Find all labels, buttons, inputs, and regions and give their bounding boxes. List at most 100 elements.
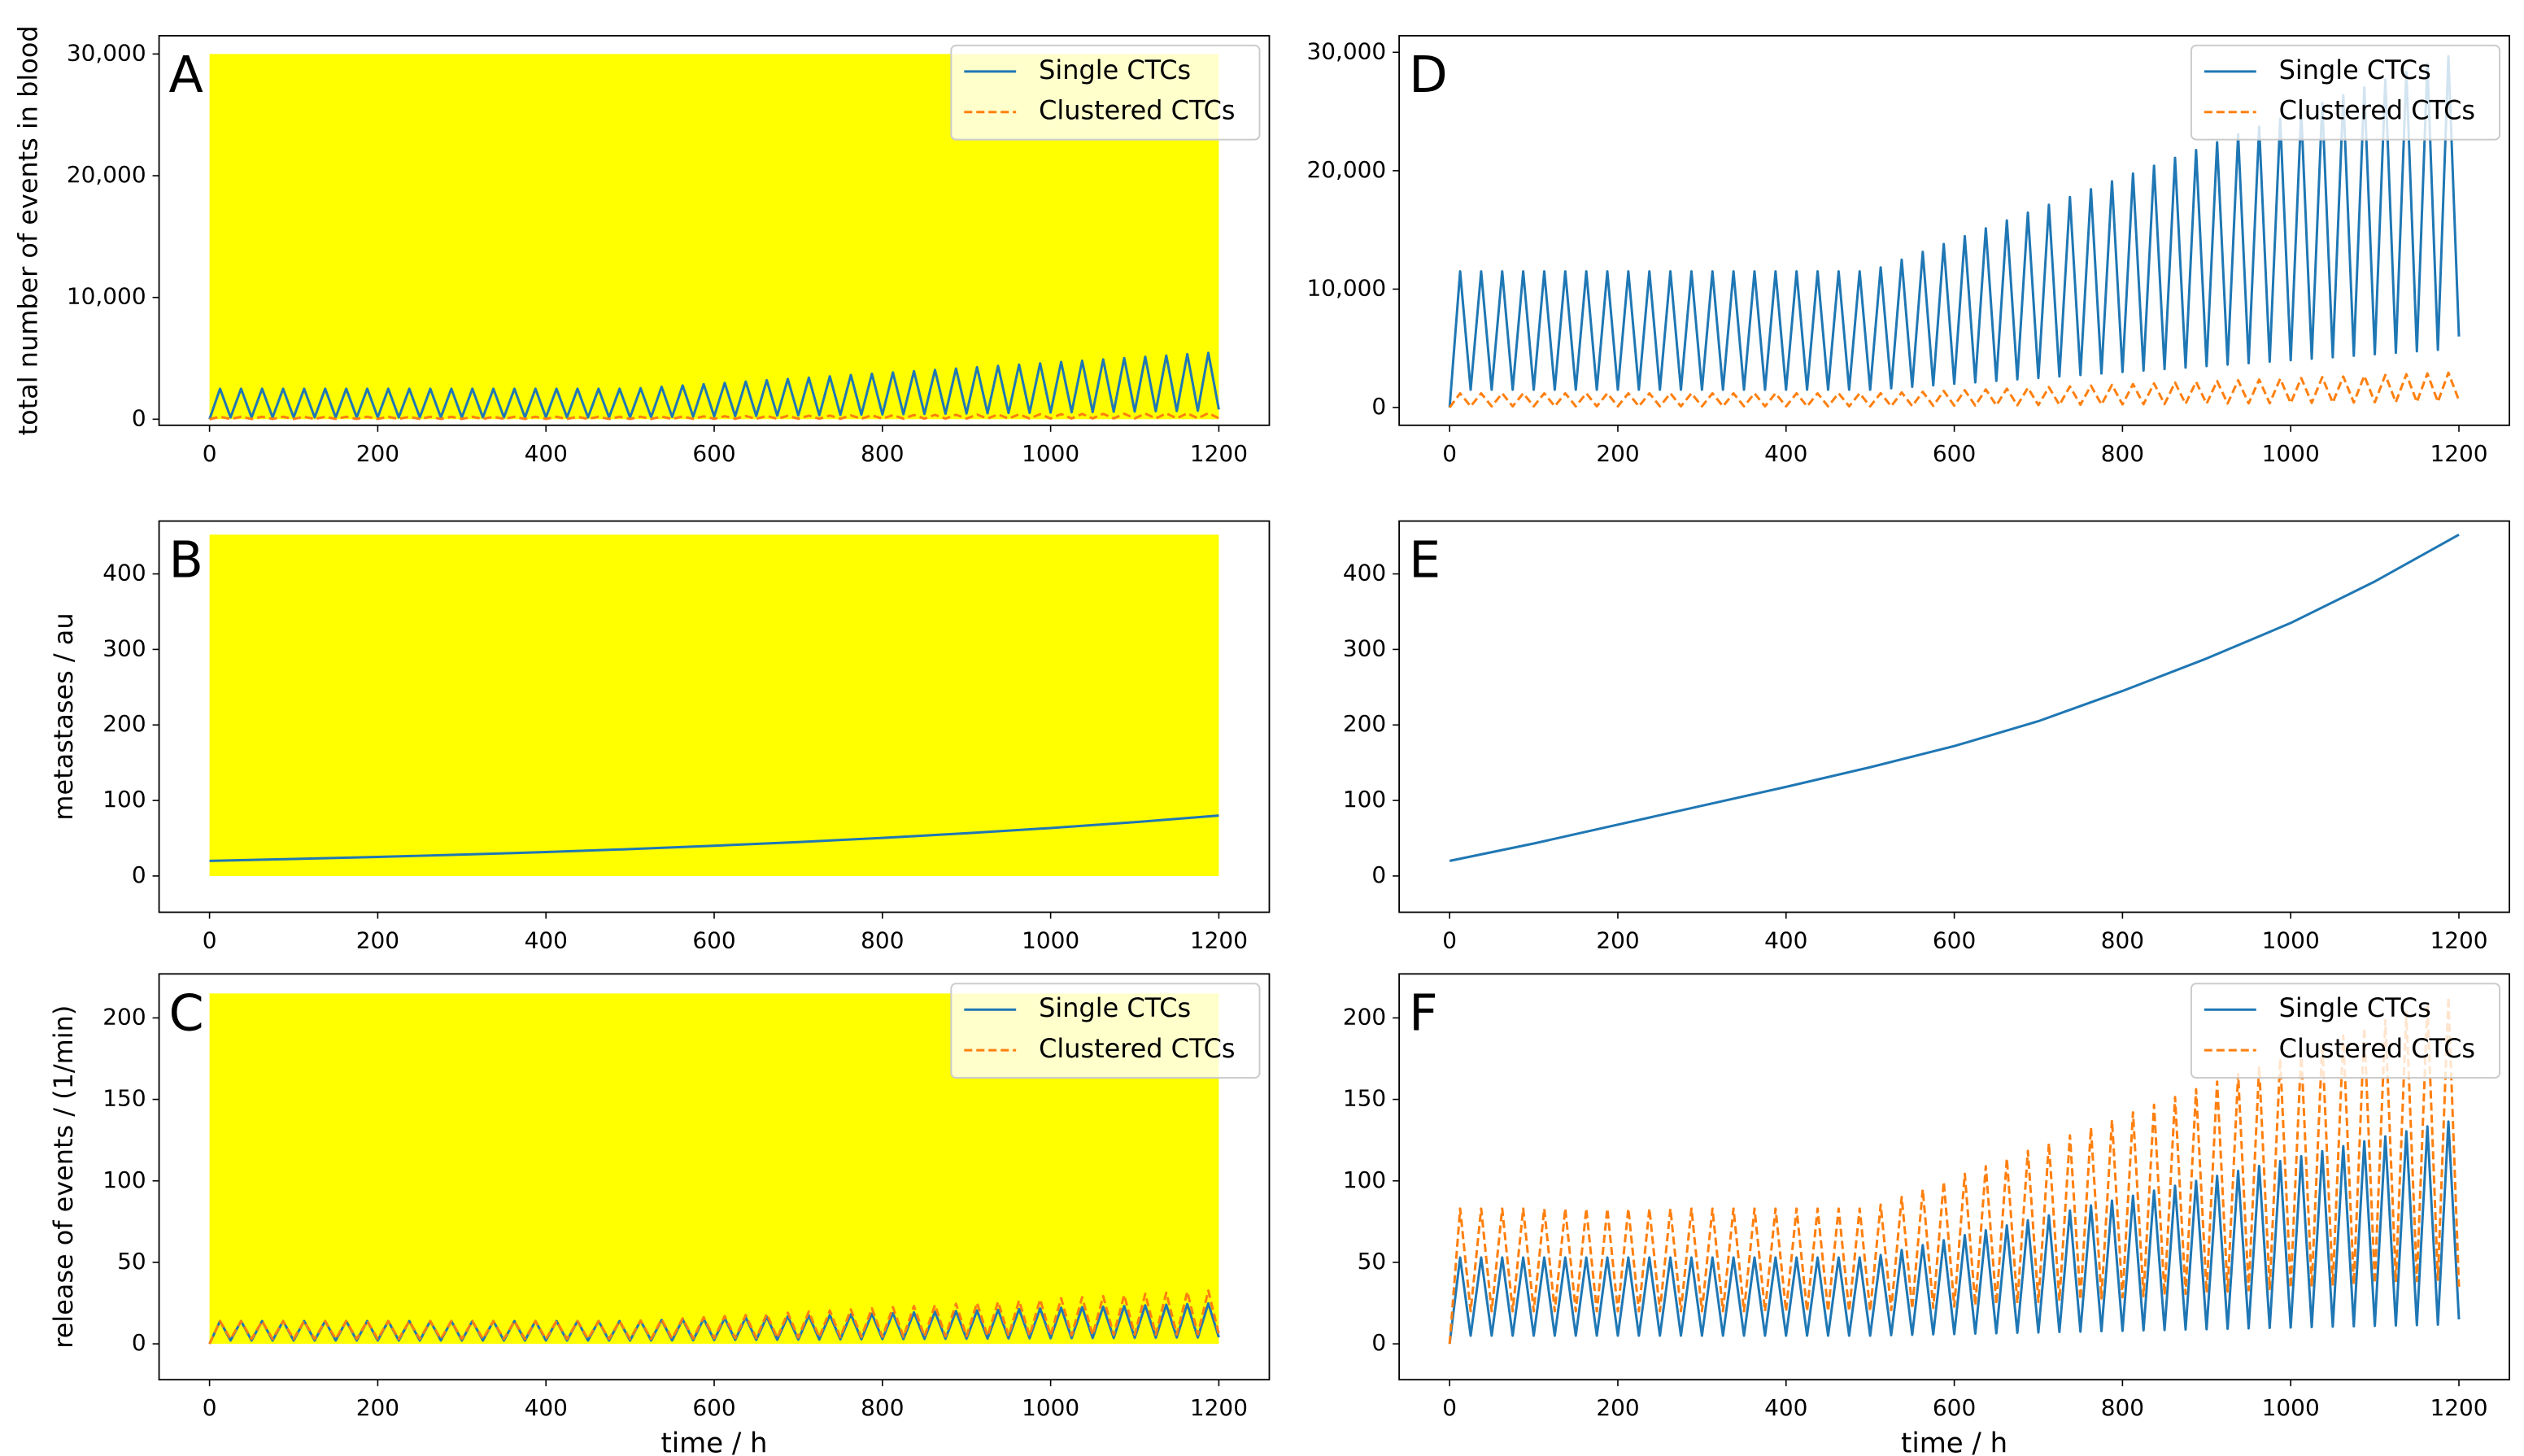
legend-label: Single CTCs bbox=[1039, 54, 1191, 85]
y-tick-label: 100 bbox=[102, 1166, 146, 1193]
legend-label: Clustered CTCs bbox=[2279, 95, 2475, 126]
y-tick-label: 50 bbox=[1358, 1248, 1387, 1275]
legend-label: Single CTCs bbox=[2279, 992, 2431, 1023]
x-tick-label: 800 bbox=[861, 926, 904, 953]
axes-frame bbox=[158, 35, 1271, 426]
x-tick-label: 600 bbox=[692, 440, 735, 467]
legend-label: Single CTCs bbox=[2279, 54, 2431, 85]
panel-label: C bbox=[169, 983, 204, 1042]
shaded-region bbox=[209, 534, 1219, 876]
x-tick-label: 1000 bbox=[1022, 1394, 1079, 1421]
data-line bbox=[1448, 54, 2461, 408]
x-tick-label: 200 bbox=[1596, 926, 1639, 953]
x-tick-label: 1000 bbox=[1022, 926, 1079, 953]
x-tick-label: 1200 bbox=[2430, 440, 2487, 467]
axes-frame bbox=[1398, 973, 2510, 1381]
x-tick-label: 1200 bbox=[1190, 1394, 1248, 1421]
x-tick-label: 1000 bbox=[2262, 926, 2320, 953]
y-tick-label: 300 bbox=[1343, 634, 1386, 661]
data-line bbox=[1448, 996, 2461, 1345]
y-tick-label: 0 bbox=[132, 1329, 146, 1356]
y-tick-label: 150 bbox=[1343, 1085, 1386, 1112]
legend-box bbox=[950, 44, 1261, 141]
y-tick-label: 400 bbox=[1343, 560, 1386, 586]
x-tick-label: 1000 bbox=[2262, 440, 2320, 467]
legend-label: Clustered CTCs bbox=[1039, 1033, 1235, 1064]
y-tick-label: 100 bbox=[1343, 786, 1386, 813]
data-line bbox=[208, 1301, 1220, 1345]
y-tick-label: 200 bbox=[1343, 710, 1386, 737]
y-tick-label: 150 bbox=[102, 1085, 146, 1112]
x-tick-label: 1000 bbox=[1022, 440, 1079, 467]
x-tick-label: 0 bbox=[203, 440, 217, 467]
x-tick-label: 800 bbox=[2101, 440, 2144, 467]
x-tick-label: 800 bbox=[2101, 926, 2144, 953]
y-tick-label: 30,000 bbox=[1306, 37, 1386, 64]
x-axis-label: time / h bbox=[660, 1428, 767, 1456]
data-line bbox=[209, 412, 1220, 421]
y-tick-label: 0 bbox=[1371, 393, 1386, 420]
y-tick-label: 0 bbox=[1371, 861, 1386, 888]
x-tick-label: 1000 bbox=[2262, 1394, 2320, 1421]
x-tick-label: 400 bbox=[1764, 440, 1807, 467]
y-tick-label: 100 bbox=[1343, 1166, 1386, 1193]
y-tick-label: 20,000 bbox=[1306, 156, 1386, 183]
axes-frame bbox=[1398, 35, 2510, 426]
data-line bbox=[208, 351, 1220, 420]
panel: 0 200 400 600 800 1000 1200 0 10,000 20,000 30,000… bbox=[12, 25, 1271, 467]
y-tick-label: 200 bbox=[102, 710, 146, 737]
x-tick-label: 200 bbox=[356, 440, 399, 467]
x-tick-label: 600 bbox=[692, 926, 735, 953]
legend-box bbox=[2190, 44, 2501, 141]
x-tick-label: 600 bbox=[1933, 440, 1976, 467]
y-tick-label: 200 bbox=[102, 1003, 146, 1030]
x-tick-label: 1200 bbox=[2430, 1394, 2487, 1421]
x-tick-label: 1200 bbox=[1190, 926, 1248, 953]
panel-label: B bbox=[169, 531, 203, 590]
panel-label: D bbox=[1409, 46, 1448, 104]
x-tick-label: 400 bbox=[1764, 1394, 1807, 1421]
y-tick-label: 0 bbox=[132, 861, 146, 888]
data-line bbox=[1448, 371, 2461, 408]
panel: 0 200 400 600 800 1000 1200 0 100 200 300 400 Bmetas… bbox=[48, 520, 1271, 953]
axes-frame bbox=[158, 520, 1271, 913]
y-tick-label: 50 bbox=[117, 1248, 146, 1275]
x-tick-label: 0 bbox=[1442, 926, 1457, 953]
x-tick-label: 600 bbox=[692, 1394, 735, 1421]
legend-label: Clustered CTCs bbox=[2279, 1033, 2475, 1064]
x-tick-label: 0 bbox=[203, 926, 217, 953]
x-tick-label: 200 bbox=[1596, 440, 1639, 467]
x-tick-label: 400 bbox=[525, 440, 568, 467]
y-tick-label: 10,000 bbox=[67, 283, 146, 310]
axes-frame bbox=[158, 973, 1271, 1381]
panel-label: F bbox=[1409, 983, 1438, 1042]
data-line bbox=[209, 814, 1219, 862]
y-axis-label: total number of events in blood bbox=[12, 25, 43, 435]
legend-box bbox=[950, 983, 1261, 1079]
panel-label: A bbox=[169, 46, 203, 104]
legend-box bbox=[2190, 983, 2501, 1079]
data-line bbox=[1448, 1120, 2461, 1345]
axes-frame bbox=[1398, 520, 2510, 913]
x-tick-label: 400 bbox=[1764, 926, 1807, 953]
x-tick-label: 200 bbox=[356, 926, 399, 953]
panel: 0 200 400 600 800 1000 1200 0 100 200 300 400 E bbox=[1343, 520, 2510, 953]
y-tick-label: 300 bbox=[102, 634, 146, 661]
y-tick-label: 10,000 bbox=[1306, 274, 1386, 301]
y-tick-label: 30,000 bbox=[67, 39, 146, 66]
legend-label: Single CTCs bbox=[1039, 992, 1191, 1023]
data-line bbox=[208, 1289, 1220, 1345]
y-tick-label: 0 bbox=[132, 404, 146, 431]
x-tick-label: 800 bbox=[2101, 1394, 2144, 1421]
x-tick-label: 200 bbox=[1596, 1394, 1639, 1421]
panel-label: E bbox=[1409, 531, 1441, 590]
panel: 0 200 400 600 800 1000 1200 0 10,000 20,000 30,000… bbox=[1306, 35, 2510, 467]
x-tick-label: 200 bbox=[356, 1394, 399, 1421]
y-axis-label: metastases / au bbox=[48, 612, 79, 820]
x-tick-label: 800 bbox=[861, 440, 904, 467]
legend-label: Clustered CTCs bbox=[1039, 95, 1235, 126]
x-tick-label: 1200 bbox=[2430, 926, 2487, 953]
data-line bbox=[1449, 533, 2460, 862]
